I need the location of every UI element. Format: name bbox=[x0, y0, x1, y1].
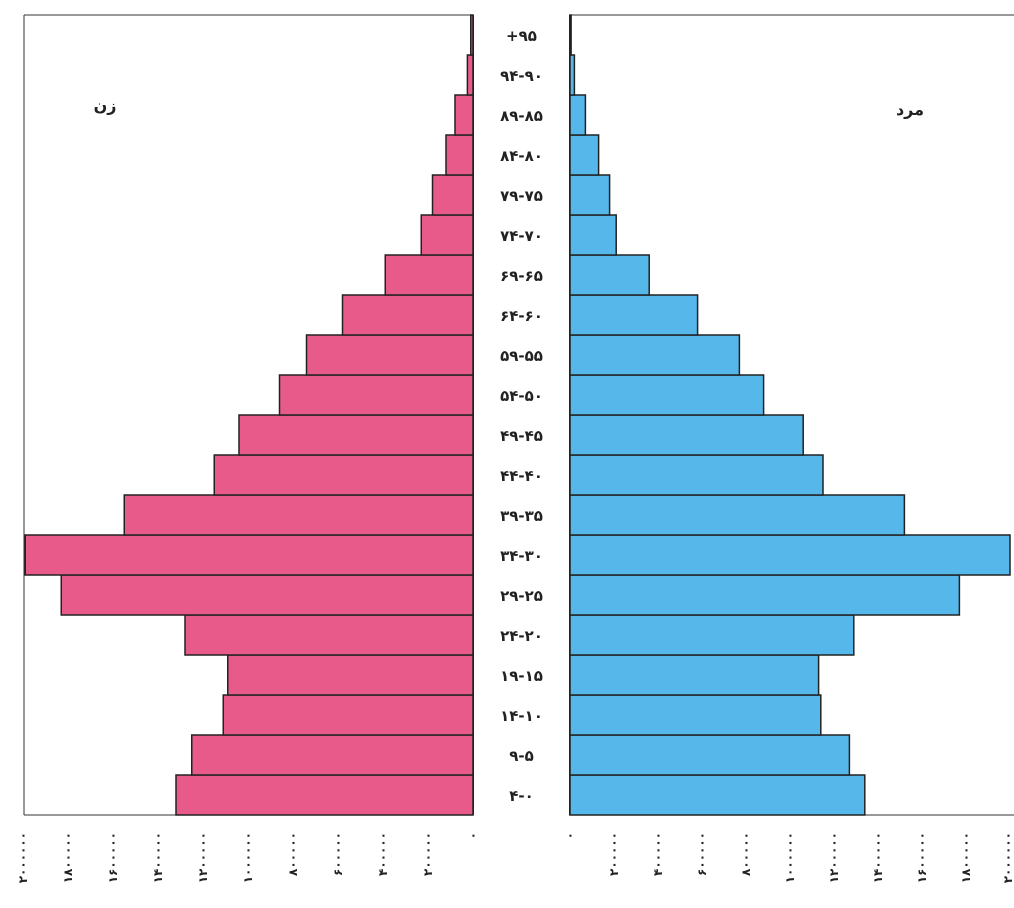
age-group-label: ۸۹-۸۵ bbox=[500, 107, 543, 125]
bar-male bbox=[569, 294, 699, 336]
age-group-label: ۳۴-۳۰ bbox=[500, 547, 543, 565]
tick-label-male: ۴۰۰۰۰۰ bbox=[651, 832, 665, 876]
age-group-label: ۶۴-۶۰ bbox=[500, 307, 543, 325]
bar-male bbox=[569, 494, 906, 536]
bar-female bbox=[191, 734, 474, 776]
bar-female bbox=[184, 614, 474, 656]
bar-male bbox=[569, 574, 961, 616]
bar-female bbox=[420, 214, 474, 256]
bar-female bbox=[305, 334, 474, 376]
age-group-labels: ۴-۰ ۹-۵ ۱۴-۱۰ ۱۹-۱۵ ۲۴-۲۰ ۲۹-۲۵ ۳۴-۳۰ ۳۹-۳۵ ۴۴-۴… bbox=[500, 27, 543, 805]
bar-male bbox=[569, 774, 866, 816]
tick-label-female: ۶۰۰۰۰۰ bbox=[331, 832, 345, 876]
bar-male bbox=[569, 454, 824, 496]
bar-male bbox=[569, 374, 765, 416]
bar-male bbox=[569, 174, 611, 216]
tick-label-male: ۱۰۰۰۰۰۰ bbox=[783, 832, 797, 883]
age-group-label: ۴۹-۴۵ bbox=[500, 427, 543, 445]
age-group-label: ۷۴-۷۰ bbox=[500, 227, 543, 245]
bar-female bbox=[222, 694, 474, 736]
tick-label-male: ۰ bbox=[563, 832, 577, 839]
tick-label-female: ۰ bbox=[466, 832, 480, 839]
tick-label-male: ۱۴۰۰۰۰۰ bbox=[871, 832, 885, 883]
tick-label-female: ۴۰۰۰۰۰ bbox=[376, 832, 390, 876]
age-group-label: ۶۹-۶۵ bbox=[500, 267, 543, 285]
age-group-label: +۹۵ bbox=[506, 27, 537, 45]
age-group-label: ۳۹-۳۵ bbox=[500, 507, 543, 525]
bar-female bbox=[24, 534, 474, 576]
panel-frames bbox=[23, 14, 1014, 816]
bar-male bbox=[569, 94, 587, 136]
bar-male bbox=[569, 214, 617, 256]
tick-label-male: ۱۸۰۰۰۰۰ bbox=[959, 832, 973, 883]
tick-label-female: ۱۰۰۰۰۰۰ bbox=[241, 832, 255, 883]
bar-male bbox=[569, 14, 572, 56]
tick-label-female: ۲۰۰۰۰۰۰ bbox=[16, 832, 30, 883]
bar-female bbox=[466, 54, 474, 96]
age-group-label: ۹۴-۹۰ bbox=[500, 67, 543, 85]
bar-female bbox=[213, 454, 474, 496]
age-group-label: ۲۴-۲۰ bbox=[500, 627, 543, 645]
tick-label-male: ۱۲۰۰۰۰۰ bbox=[827, 832, 841, 883]
age-group-label: ۴-۰ bbox=[509, 787, 534, 805]
bar-female bbox=[454, 94, 474, 136]
bar-female bbox=[238, 414, 474, 456]
bar-female bbox=[175, 774, 474, 816]
age-group-label: ۴۴-۴۰ bbox=[500, 467, 543, 485]
age-group-label: ۵۴-۵۰ bbox=[500, 387, 543, 405]
tick-label-female: ۱۴۰۰۰۰۰ bbox=[151, 832, 165, 883]
bar-female bbox=[384, 254, 474, 296]
age-group-label: ۸۴-۸۰ bbox=[500, 147, 543, 165]
bar-female bbox=[123, 494, 474, 536]
bar-male bbox=[569, 534, 1011, 576]
bar-male bbox=[569, 734, 851, 776]
tick-label-male: ۲۰۰۰۰۰۰ bbox=[1001, 832, 1014, 883]
bar-female bbox=[278, 374, 474, 416]
age-group-label: ۷۹-۷۵ bbox=[500, 187, 543, 205]
bar-female bbox=[431, 174, 474, 216]
tick-labels-layer: ۰ ۰ ۲۰۰۰۰۰ ۲۰۰۰۰۰ ۴۰۰۰۰۰ ۴۰۰۰۰۰ ۶۰۰۰۰۰ ۶۰۰۰۰۰ ۸۰… bbox=[16, 832, 1014, 883]
bar-female bbox=[445, 134, 474, 176]
series-label-female: زن bbox=[94, 96, 117, 115]
tick-label-female: ۱۸۰۰۰۰۰ bbox=[61, 832, 75, 883]
tick-label-female: ۱۶۰۰۰۰۰ bbox=[106, 832, 120, 883]
bar-female bbox=[60, 574, 474, 616]
bar-male bbox=[569, 334, 741, 376]
series-label-male: مرد bbox=[896, 100, 924, 119]
tick-label-male: ۱۶۰۰۰۰۰ bbox=[915, 832, 929, 883]
bar-female bbox=[227, 654, 474, 696]
age-group-label: ۵۹-۵۵ bbox=[500, 347, 543, 365]
bar-male bbox=[569, 414, 804, 456]
tick-label-male: ۸۰۰۰۰۰ bbox=[739, 832, 753, 876]
age-group-label: ۱۴-۱۰ bbox=[500, 707, 543, 725]
bar-male bbox=[569, 654, 820, 696]
bar-male bbox=[569, 694, 822, 736]
age-group-label: ۱۹-۱۵ bbox=[500, 667, 543, 685]
tick-label-female: ۱۲۰۰۰۰۰ bbox=[196, 832, 210, 883]
age-group-label: ۲۹-۲۵ bbox=[500, 587, 543, 605]
bar-male bbox=[569, 614, 855, 656]
tick-label-male: ۲۰۰۰۰۰ bbox=[607, 832, 621, 876]
bars-layer bbox=[24, 14, 1011, 816]
bar-male bbox=[569, 54, 576, 96]
bar-female bbox=[341, 294, 474, 336]
age-group-label: ۹-۵ bbox=[509, 747, 534, 765]
tick-label-male: ۶۰۰۰۰۰ bbox=[695, 832, 709, 876]
bar-female bbox=[470, 14, 474, 56]
bar-male bbox=[569, 254, 650, 296]
tick-label-female: ۲۰۰۰۰۰ bbox=[421, 832, 435, 876]
tick-label-female: ۸۰۰۰۰۰ bbox=[286, 832, 300, 876]
bar-male bbox=[569, 134, 600, 176]
